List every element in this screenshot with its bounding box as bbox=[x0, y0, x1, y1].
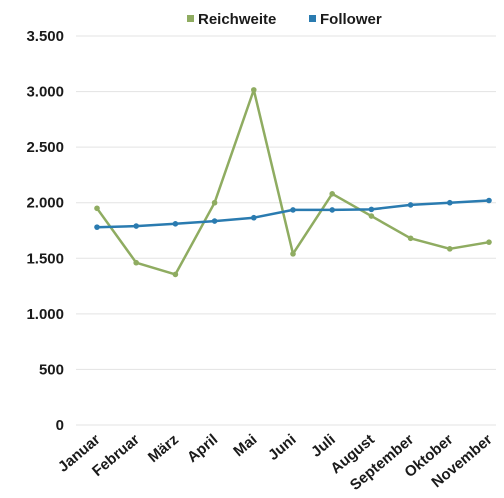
y-tick-label: 500 bbox=[39, 361, 64, 378]
data-point-follower bbox=[133, 223, 139, 229]
data-point-follower bbox=[251, 214, 257, 221]
y-tick-label: 3.000 bbox=[26, 84, 64, 101]
data-point-follower bbox=[368, 206, 375, 213]
data-point-follower bbox=[486, 197, 492, 204]
y-tick-label: 1.000 bbox=[26, 306, 64, 323]
y-axis-ticks: 0 500 1.000 1.500 2.000 2.500 3.000 3.500 bbox=[26, 28, 64, 434]
x-tick-label: Juli bbox=[308, 431, 339, 461]
legend-swatch bbox=[187, 15, 194, 22]
data-point-reichweite bbox=[290, 251, 296, 257]
series-line-follower bbox=[95, 199, 491, 229]
data-point-follower bbox=[94, 224, 100, 230]
x-tick-label: Mai bbox=[230, 431, 260, 460]
data-point-follower bbox=[211, 218, 218, 224]
data-point-follower bbox=[407, 202, 414, 208]
x-tick-label: April bbox=[184, 431, 221, 466]
data-point-reichweite bbox=[329, 191, 336, 197]
legend-swatch bbox=[309, 15, 316, 22]
y-tick-label: 2.000 bbox=[26, 195, 64, 212]
data-point-reichweite bbox=[133, 259, 139, 266]
data-point-reichweite bbox=[211, 199, 218, 206]
x-tick-label: März bbox=[145, 431, 182, 466]
series-reichweite bbox=[94, 87, 492, 278]
x-tick-label: Juni bbox=[265, 431, 300, 464]
y-tick-label: 3.500 bbox=[26, 28, 64, 45]
data-point-follower bbox=[290, 207, 296, 213]
legend-item-follower: Follower bbox=[309, 11, 382, 28]
legend: Reichweite Follower bbox=[187, 11, 382, 28]
series bbox=[94, 87, 492, 278]
y-tick-label: 1.500 bbox=[26, 250, 64, 267]
data-point-reichweite bbox=[407, 235, 414, 242]
series-follower bbox=[94, 197, 492, 230]
legend-label: Reichweite bbox=[198, 11, 276, 28]
legend-item-reichweite: Reichweite bbox=[187, 11, 276, 28]
series-line-reichweite bbox=[95, 88, 491, 276]
data-point-reichweite bbox=[172, 271, 179, 278]
data-point-follower bbox=[172, 221, 179, 227]
gridlines bbox=[76, 35, 496, 426]
data-point-reichweite bbox=[486, 239, 492, 245]
data-point-follower bbox=[447, 199, 453, 206]
data-point-reichweite bbox=[447, 246, 453, 252]
y-tick-label: 2.500 bbox=[26, 139, 64, 156]
data-point-follower bbox=[329, 207, 336, 213]
data-point-reichweite bbox=[368, 213, 375, 219]
y-tick-label: 0 bbox=[56, 417, 64, 434]
data-point-reichweite bbox=[251, 87, 257, 93]
data-point-reichweite bbox=[94, 205, 100, 212]
legend-label: Follower bbox=[320, 11, 382, 28]
